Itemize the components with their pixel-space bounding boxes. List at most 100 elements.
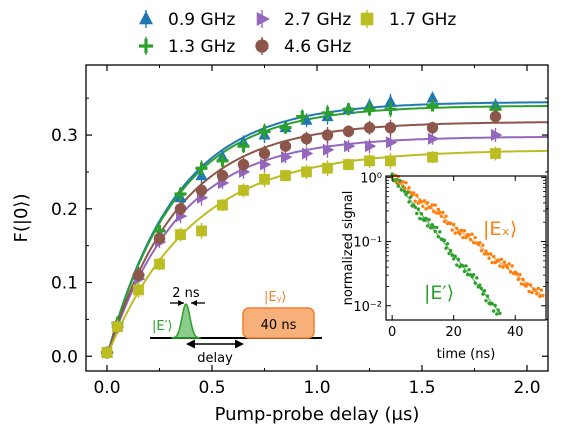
legend: 0.9 GHz 1.3 GHz 2.7 GHz 4.6 GHz 1.7 GHz <box>139 10 456 57</box>
inset-point <box>425 224 430 228</box>
inset-point <box>445 241 450 246</box>
inset-y-axis-label: normalized signal <box>341 191 356 306</box>
data-point <box>154 258 165 270</box>
data-point <box>365 140 377 153</box>
legend-label: 1.3 GHz <box>168 37 235 57</box>
width-arrowhead-left <box>178 300 184 306</box>
inset-point <box>499 257 504 262</box>
inset-point <box>453 231 457 235</box>
inset-fit-lines <box>391 176 544 314</box>
delay-arrowhead-left <box>186 339 195 349</box>
data-point <box>279 121 292 134</box>
inset-chart: 0 20 40 10⁰ 10⁻¹ 10⁻² time (ns) normalized si… <box>341 171 547 362</box>
data-point <box>322 162 333 174</box>
inset-point <box>471 273 476 277</box>
x-axis-label: Pump-probe delay (μs) <box>215 404 420 425</box>
inset-point <box>487 256 491 260</box>
inset-y-tick-label: 10⁰ <box>360 171 382 186</box>
inset-point <box>398 179 402 183</box>
data-point <box>217 199 228 211</box>
data-point <box>491 129 503 142</box>
inset-point <box>479 248 484 253</box>
legend-label: 1.7 GHz <box>389 10 456 30</box>
inset-point <box>442 219 447 224</box>
inset-point <box>498 264 502 268</box>
data-point <box>238 184 249 196</box>
inset-point <box>516 277 521 282</box>
inset-point <box>427 218 431 222</box>
inset-point <box>484 298 488 303</box>
data-point <box>363 103 376 116</box>
inset-point <box>536 286 541 291</box>
data-point <box>258 147 271 160</box>
data-point <box>384 121 397 134</box>
inset-point <box>491 309 496 313</box>
inset-point <box>538 294 542 299</box>
inset-point <box>478 241 482 245</box>
data-point <box>132 269 145 281</box>
inset-point <box>482 252 487 256</box>
inset-point <box>461 235 465 240</box>
inset-x-tick-label: 40 <box>507 325 524 340</box>
inset-point <box>405 190 410 195</box>
data-point <box>302 147 314 160</box>
inset-point <box>502 260 507 264</box>
data-point <box>153 232 166 244</box>
data-point <box>280 170 291 182</box>
inset-point <box>438 210 442 215</box>
data-point <box>323 143 335 156</box>
y-tick-label: 0.3 <box>51 126 78 146</box>
inset-point <box>470 232 474 236</box>
legend-label: 4.6 GHz <box>284 37 351 57</box>
inset-point <box>519 282 524 286</box>
data-point <box>175 229 186 240</box>
width-arrowhead-right <box>191 300 197 306</box>
orange-pulse <box>242 307 315 339</box>
legend-label: 2.7 GHz <box>284 10 351 30</box>
inset-point <box>416 201 421 205</box>
inset-fit-line <box>391 176 544 297</box>
inset-point <box>444 246 448 250</box>
inset-point <box>450 228 454 232</box>
inset-point <box>390 172 394 176</box>
data-point <box>427 151 438 163</box>
inset-point <box>421 204 425 208</box>
data-point <box>196 225 207 237</box>
data-point <box>174 188 187 201</box>
pulse-width-label: 2 ns <box>172 286 200 301</box>
y-tick-label: 0.1 <box>51 274 78 294</box>
inset-ticks: 0 20 40 10⁰ 10⁻¹ 10⁻² <box>353 171 546 340</box>
inset-data-points <box>390 172 545 316</box>
data-point <box>300 133 313 145</box>
inset-eprime-label: |E′⟩ <box>424 282 454 304</box>
inset-point <box>407 200 411 204</box>
inset-point <box>467 233 471 237</box>
data-point <box>237 158 250 171</box>
inset-point <box>430 222 434 227</box>
data-point <box>344 140 356 153</box>
inset-x-tick-label: 0 <box>388 325 396 340</box>
data-point <box>384 103 397 116</box>
inset-y-tick-label: 10⁻¹ <box>353 236 382 251</box>
inset-point <box>425 200 430 205</box>
inset-point <box>518 272 522 277</box>
inset-point <box>495 312 499 316</box>
data-point <box>195 184 208 197</box>
inset-point <box>451 257 456 261</box>
data-point <box>342 103 355 116</box>
inset-point <box>438 230 442 234</box>
pulse-duration-label: 40 ns <box>261 318 297 333</box>
inset-point <box>458 232 462 236</box>
data-point <box>342 125 355 138</box>
inset-point <box>473 235 477 240</box>
inset-x-axis-label: time (ns) <box>437 347 496 362</box>
inset-point <box>501 265 505 269</box>
inset-ex-label: |Eₓ⟩ <box>483 218 517 240</box>
data-point <box>101 347 113 358</box>
data-point <box>195 162 208 175</box>
data-point <box>426 121 439 134</box>
legend-marker <box>256 12 271 26</box>
inset-point <box>462 229 467 233</box>
inset-point <box>441 210 445 215</box>
data-points <box>101 91 503 359</box>
